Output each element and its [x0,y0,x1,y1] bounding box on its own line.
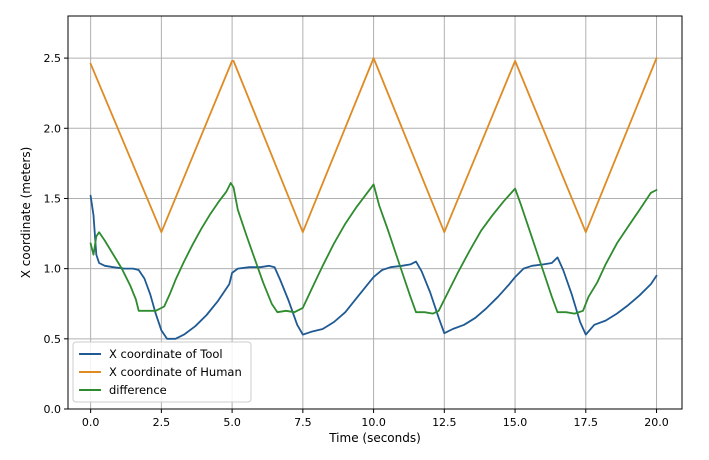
x-tick-label: 20.0 [644,416,669,429]
y-tick-label: 1.0 [44,263,62,276]
legend-box [72,341,252,403]
y-tick-label: 0.5 [44,333,62,346]
legend-label-human: X coordinate of Human [109,365,242,379]
y-tick-label: 2.0 [44,122,62,135]
axis-ticks: 0.0 2.5 5.0 7.5 10.0 12.5 15.0 17.5 20.0 0.0 0.5 1.… [44,52,669,429]
legend: X coordinate of Tool X coordinate of Huma… [72,341,252,403]
x-tick-label: 15.0 [503,416,528,429]
difference-series-line [89,182,658,315]
y-tick-label: 2.5 [44,52,62,65]
legend-label-difference: difference [109,383,167,397]
plot-area-frame [67,15,683,410]
human-series-line [89,57,658,234]
x-axis-title: Time (seconds) [328,431,421,445]
x-tick-label: 2.5 [153,416,171,429]
y-tick-label: 0.0 [44,403,62,416]
x-tick-label: 17.5 [574,416,599,429]
x-tick-label: 10.0 [361,416,386,429]
y-tick-label: 1.5 [44,192,62,205]
x-tick-label: 7.5 [294,416,312,429]
tool-series-line [89,194,658,340]
x-tick-label: 5.0 [223,416,241,429]
series-lines [89,57,658,340]
y-axis-title: X coordinate (meters) [19,147,33,279]
legend-label-tool: X coordinate of Tool [109,347,223,361]
x-tick-label: 12.5 [432,416,457,429]
x-tick-label: 0.0 [82,416,100,429]
